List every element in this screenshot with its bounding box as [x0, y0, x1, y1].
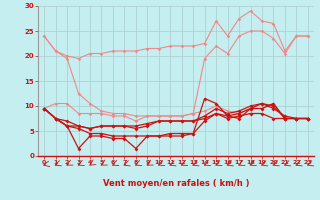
X-axis label: Vent moyen/en rafales ( km/h ): Vent moyen/en rafales ( km/h ) — [103, 179, 249, 188]
